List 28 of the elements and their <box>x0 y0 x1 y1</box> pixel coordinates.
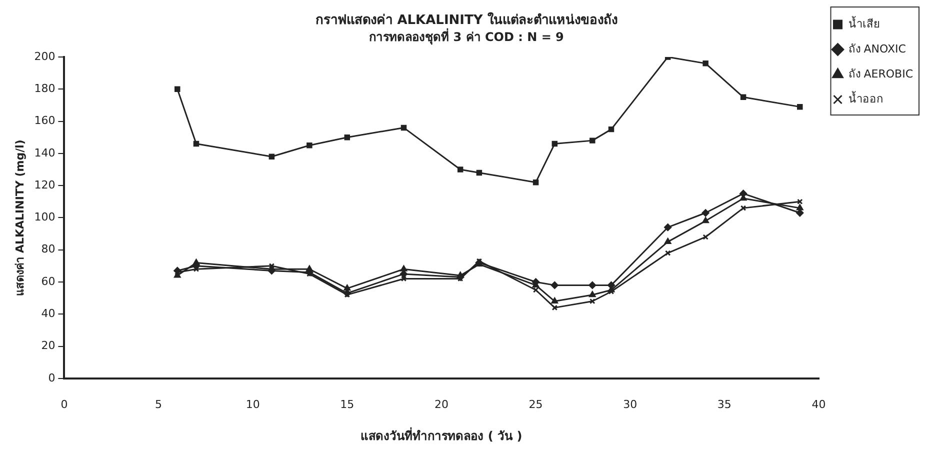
y-tick-label: 160 <box>34 114 56 128</box>
y-tick-label: 200 <box>34 50 56 63</box>
x-axis-title: แสดงวันที่ทำการทดลอง ( วัน ) <box>360 426 522 443</box>
legend-label: ถัง ANOXIC <box>848 42 906 56</box>
x-tick-label: 40 <box>812 398 826 411</box>
x-tick-label: 25 <box>528 398 543 411</box>
chart-title: กราฟแสดงค่า ALKALINITY ในแต่ละตำแหน่งของถัง <box>316 11 618 28</box>
chart-subtitle: การทดลองชุดที่ 3 ค่า COD : N = 9 <box>369 28 564 45</box>
legend-label: ถัง AEROBIC <box>848 67 914 80</box>
legend-label: น้ำเสีย <box>848 15 880 30</box>
y-tick-label: 80 <box>41 242 56 256</box>
x-tick-label: 5 <box>155 398 162 411</box>
x-tick-label: 15 <box>340 398 354 411</box>
x-tick-label: 0 <box>60 398 68 411</box>
x-tick-label: 35 <box>717 398 732 411</box>
y-tick-label: 140 <box>34 146 56 160</box>
y-tick-label: 120 <box>34 178 56 192</box>
x-tick-label: 10 <box>246 398 260 411</box>
x-tick-label: 30 <box>623 398 638 411</box>
y-tick-label: 180 <box>34 82 56 95</box>
y-tick-label: 60 <box>41 274 56 288</box>
y-axis-title: แสดงค่า ALKALINITY (mg/l) <box>13 140 26 296</box>
y-tick-label: 100 <box>34 210 56 224</box>
y-tick-label: 20 <box>41 339 56 352</box>
x-tick-label: 20 <box>434 398 448 411</box>
legend-label: น้ำออก <box>848 90 884 106</box>
y-tick-label: 40 <box>41 306 56 320</box>
y-tick-label: 0 <box>48 371 56 384</box>
